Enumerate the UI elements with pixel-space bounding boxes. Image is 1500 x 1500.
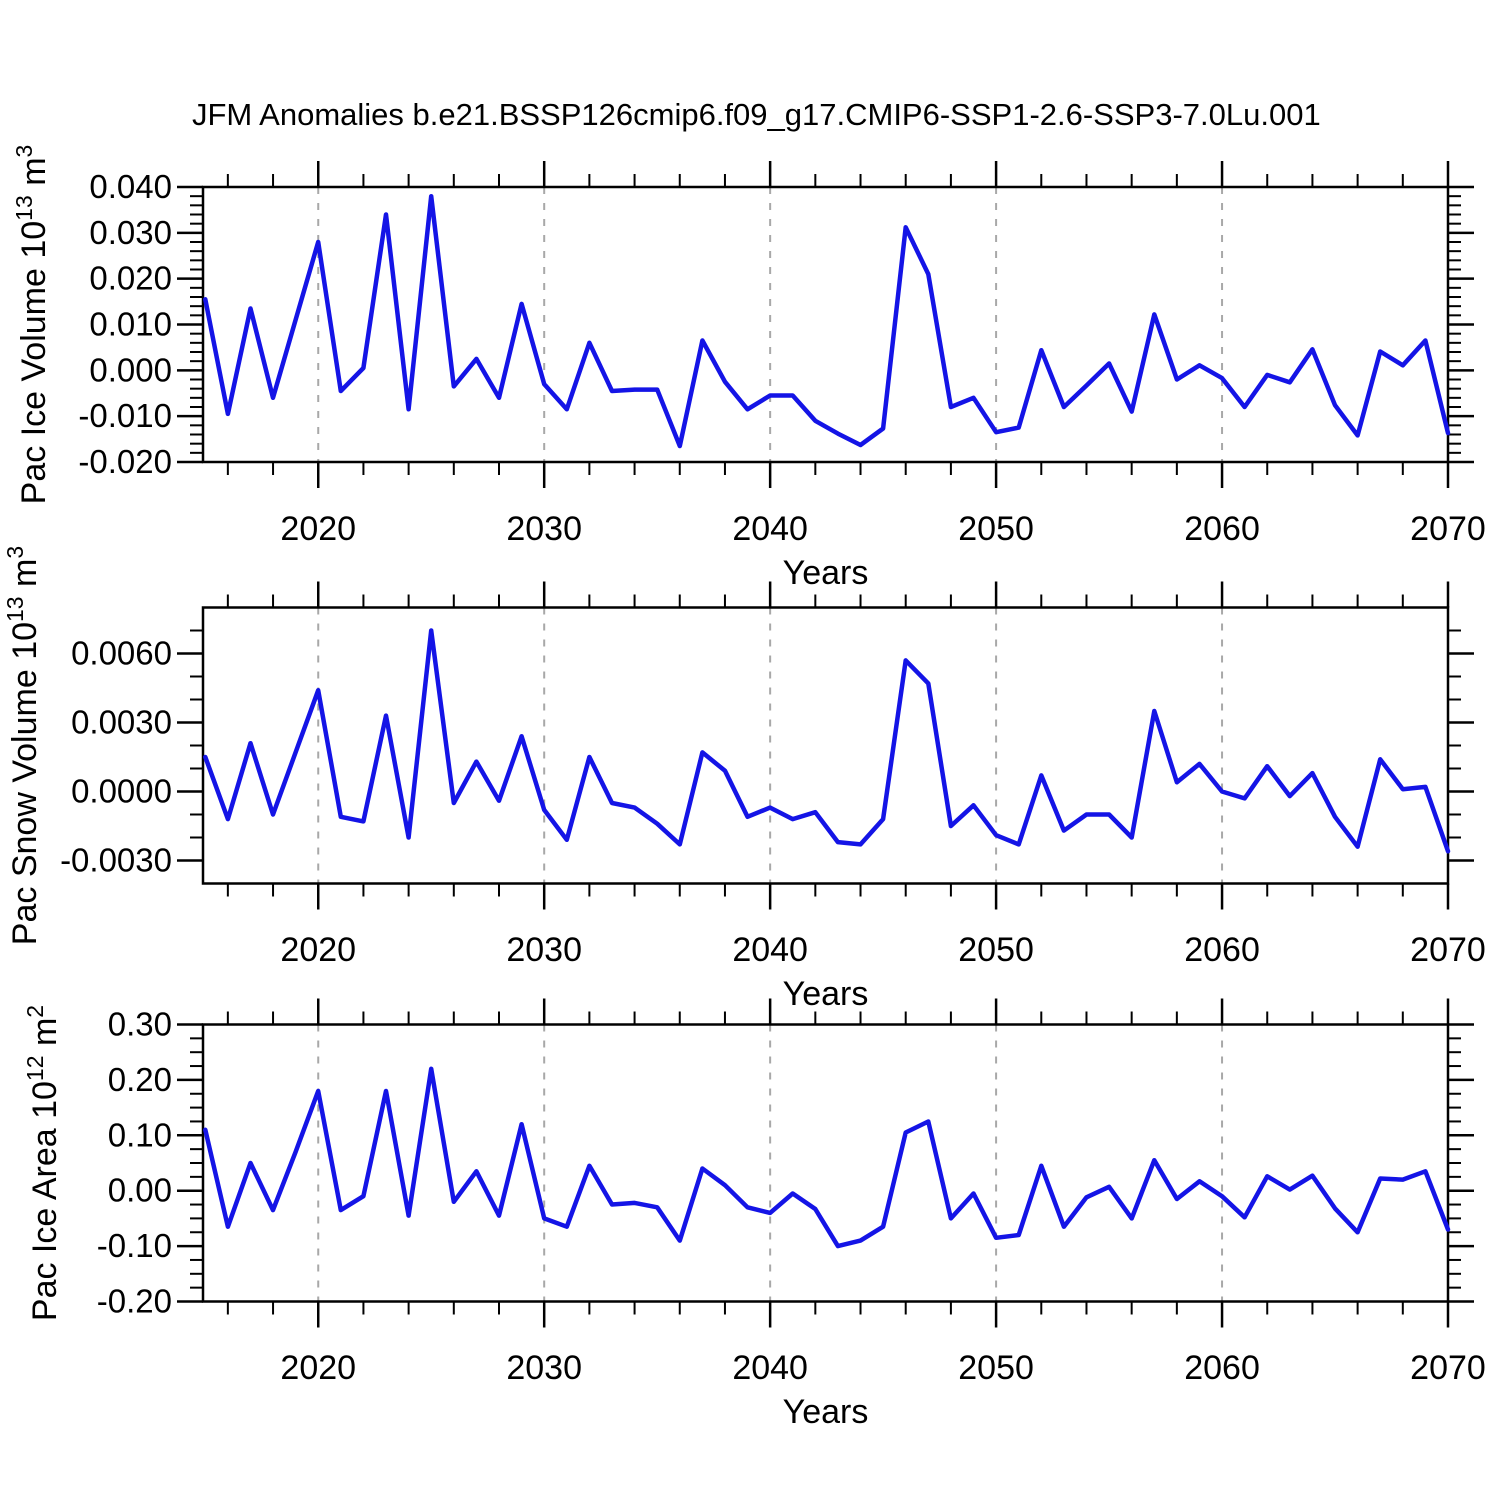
panel-2-xtick-label: 2040	[732, 931, 808, 969]
panel-2-ytick-label: 0.0030	[71, 704, 172, 741]
panel-2-series-line	[203, 628, 1451, 854]
panel-2-yaxis-title: Pac Snow Volume 1013 m3	[2, 546, 44, 945]
figure-title: JFM Anomalies b.e21.BSSP126cmip6.f09_g17…	[192, 97, 1321, 132]
panel-1-xtick-label: 2060	[1184, 510, 1260, 548]
panel-2-yaxis-title-group: Pac Snow Volume 1013 m3	[2, 546, 44, 945]
panel-1-xtick-label: 2020	[280, 510, 356, 548]
panel-3-yaxis-title-group: Pac Ice Area 1012 m2	[22, 1005, 64, 1321]
panel-3-ytick-label: 0.20	[108, 1061, 172, 1098]
panel-2: 0.0060 0.0030 0.0000 -0.0030 2020 2030 2040 205…	[2, 546, 1486, 1013]
panel-3-series-line	[203, 1066, 1451, 1249]
panel-1-xtick-label: 2040	[732, 510, 808, 548]
panel-1-series-line	[203, 193, 1451, 449]
panel-3-ytick-label: 0.10	[108, 1116, 172, 1153]
panel-1-ytick-label: 0.000	[89, 351, 172, 388]
panel-1-ytick-label: 0.040	[89, 168, 172, 205]
panel-3-xtick-label: 2040	[732, 1349, 808, 1387]
panel-3-xtick-label: 2050	[958, 1349, 1034, 1387]
panel-1-xtick-label: 2030	[506, 510, 582, 548]
panel-1-yaxis-title-group: Pac Ice Volume 1013 m3	[11, 145, 53, 505]
panel-1-ytick-label: 0.010	[89, 306, 172, 343]
panel-1-ytick-label: -0.010	[78, 397, 172, 434]
panel-1-yaxis-title: Pac Ice Volume 1013 m3	[11, 145, 53, 505]
panel-3-ytick-label: -0.10	[97, 1227, 172, 1264]
panel-2-xtick-label: 2030	[506, 931, 582, 969]
panel-3-xtick-label: 2020	[280, 1349, 356, 1387]
panel-1: 0.040 0.030 0.020 0.010 0.000 -0.010 -0.020 202…	[11, 145, 1486, 592]
panel-2-xaxis-title: Years	[783, 975, 869, 1013]
panel-3-xaxis-title: Years	[783, 1393, 869, 1431]
panel-2-ytick-label: 0.0060	[71, 635, 172, 672]
panel-3-ytick-label: -0.20	[97, 1283, 172, 1320]
panel-3: 0.30 0.20 0.10 0.00 -0.10 -0.20 2020 2030 2040 20…	[22, 998, 1486, 1431]
panel-3-frame	[201, 1023, 1450, 1303]
panel-2-ytick-label: -0.0030	[60, 842, 172, 879]
panel-1-ytick-label: 0.030	[89, 214, 172, 251]
panel-3-ytick-label: 0.30	[108, 1006, 172, 1043]
panel-1-xtick-label: 2050	[958, 510, 1034, 548]
panel-1-xaxis-title: Years	[783, 554, 869, 592]
panel-1-ytick-label: 0.020	[89, 260, 172, 297]
panel-2-xtick-label: 2070	[1410, 931, 1486, 969]
panel-1-xtick-label: 2070	[1410, 510, 1486, 548]
panel-3-xtick-label: 2060	[1184, 1349, 1260, 1387]
panel-3-ytick-label: 0.00	[108, 1172, 172, 1209]
panel-2-xtick-label: 2050	[958, 931, 1034, 969]
panel-3-xtick-label: 2030	[506, 1349, 582, 1387]
panel-1-ytick-label: -0.020	[78, 443, 172, 480]
panel-3-yaxis-title: Pac Ice Area 1012 m2	[22, 1005, 64, 1321]
panel-2-ytick-label: 0.0000	[71, 773, 172, 810]
panel-2-xtick-label: 2060	[1184, 931, 1260, 969]
panel-2-xtick-label: 2020	[280, 931, 356, 969]
panel-3-xtick-label: 2070	[1410, 1349, 1486, 1387]
